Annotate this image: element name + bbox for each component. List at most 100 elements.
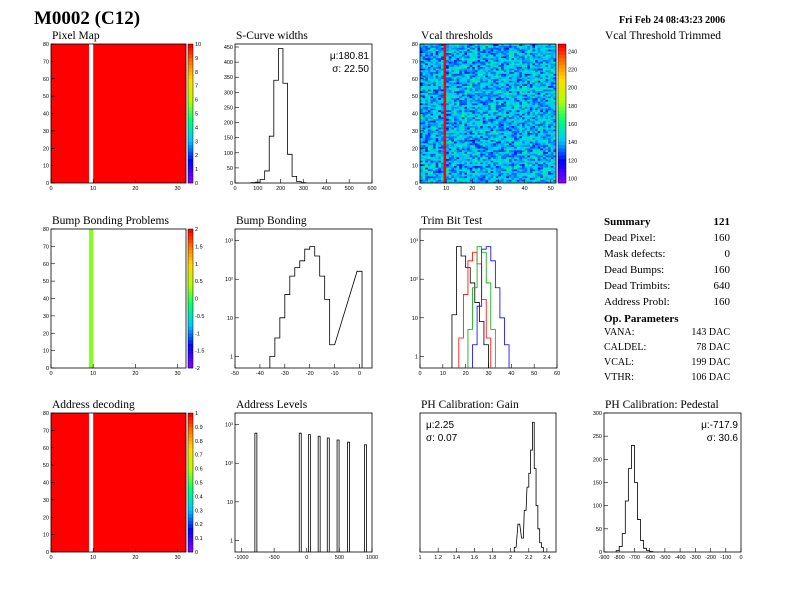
heatmap-cell <box>438 134 442 137</box>
heatmap-cell <box>477 96 481 99</box>
heatmap-cell <box>438 54 442 57</box>
heatmap-cell <box>443 73 447 76</box>
heatmap-cell <box>451 103 455 106</box>
heatmap-cell <box>514 156 518 159</box>
heatmap-cell <box>422 52 426 55</box>
heatmap-cell <box>503 101 507 104</box>
heatmap-cell <box>482 77 486 80</box>
heatmap-cell <box>522 174 525 177</box>
heatmap-cell <box>493 129 497 132</box>
heatmap-cell <box>438 146 442 149</box>
heatmap-cell <box>467 179 470 182</box>
heatmap-cell <box>482 156 486 159</box>
heatmap-cell <box>464 87 468 90</box>
heatmap-cell <box>514 134 518 137</box>
heatmap-cell <box>472 143 476 146</box>
heatmap-cell <box>524 151 528 154</box>
heatmap-cell <box>425 170 429 173</box>
y-tick-label: 150 <box>593 481 602 487</box>
heatmap-cell <box>522 54 525 57</box>
heatmap-cell <box>464 162 468 165</box>
heatmap-cell <box>514 151 518 154</box>
heatmap-cell <box>467 176 470 179</box>
heatmap-cell <box>474 106 478 109</box>
heatmap-cell <box>438 127 442 130</box>
heatmap-cell <box>501 61 504 64</box>
heatmap-cell <box>508 89 512 92</box>
heatmap-cell <box>522 97 525 100</box>
heatmap-cell <box>477 61 481 64</box>
heatmap-cell <box>433 77 436 80</box>
heatmap-cell <box>456 108 460 111</box>
palette-swatch <box>188 113 193 118</box>
heatmap-cell <box>524 165 528 168</box>
heatmap-cell <box>498 113 502 116</box>
heatmap-cell <box>480 75 484 78</box>
heatmap-cell <box>438 125 442 128</box>
heatmap-cell <box>461 146 465 149</box>
heatmap-cell <box>506 134 510 137</box>
heatmap-cell <box>448 103 452 106</box>
heatmap-cell <box>425 70 429 73</box>
heatmap-cell <box>516 90 520 93</box>
heatmap-cell <box>451 130 455 133</box>
heatmap-cell <box>461 158 465 161</box>
heatmap-cell <box>440 122 444 125</box>
heatmap-cell <box>422 96 426 99</box>
heatmap-cell <box>493 163 497 166</box>
heatmap-cell <box>485 103 489 106</box>
heatmap-cell <box>503 108 507 111</box>
heatmap-cell <box>503 141 507 144</box>
heatmap-cell <box>440 108 444 111</box>
heatmap-cell <box>435 176 439 179</box>
palette-swatch <box>188 116 193 121</box>
heatmap-cell <box>425 144 429 147</box>
heatmap-cell <box>522 101 525 104</box>
heatmap-cell <box>438 49 442 52</box>
heatmap-cell <box>472 146 476 149</box>
heatmap-cell <box>495 75 499 78</box>
heatmap-cell <box>438 156 442 159</box>
heatmap-cell <box>451 127 455 130</box>
heatmap-cell <box>456 156 460 159</box>
heatmap-cell <box>495 127 499 130</box>
heatmap-cell <box>508 78 512 81</box>
heatmap-cell <box>501 174 504 177</box>
heatmap-cell <box>448 155 452 158</box>
heatmap-cell <box>427 113 431 116</box>
heatmap-cell <box>435 153 439 156</box>
heatmap-cell <box>443 137 447 140</box>
heatmap-cell <box>506 123 510 126</box>
heatmap-cell <box>448 162 452 165</box>
heatmap-cell <box>443 176 447 179</box>
heatmap-cell <box>474 85 478 88</box>
y-tick-label: 250 <box>224 105 233 111</box>
heatmap-cell <box>448 75 452 78</box>
heatmap-cell <box>430 134 434 137</box>
heatmap-cell <box>451 54 455 57</box>
heatmap-cell <box>472 144 476 147</box>
heatmap-cell <box>495 99 499 102</box>
heatmap-cell <box>511 75 515 78</box>
heatmap-cell <box>443 111 447 114</box>
heatmap-cell <box>464 116 468 120</box>
heatmap-cell <box>498 50 502 53</box>
palette-swatch <box>188 134 193 139</box>
heatmap-cell <box>440 85 444 88</box>
heatmap-cell <box>446 90 450 93</box>
heatmap-cell <box>511 122 515 125</box>
heatmap-cell <box>420 61 423 64</box>
palette-swatch <box>188 176 193 180</box>
heatmap-cell <box>485 155 489 158</box>
heatmap-cell <box>443 45 447 48</box>
heatmap-cell <box>472 99 476 102</box>
heatmap-cell <box>490 132 494 135</box>
heatmap-cell <box>456 125 460 128</box>
heatmap-cell <box>495 73 499 76</box>
heatmap-cell <box>516 162 520 165</box>
heatmap-cell <box>451 177 455 180</box>
heatmap-cell <box>459 151 463 154</box>
heatmap-cell <box>482 123 486 126</box>
palette-tick-label: 0 <box>195 181 198 187</box>
heatmap-cell <box>516 99 520 102</box>
